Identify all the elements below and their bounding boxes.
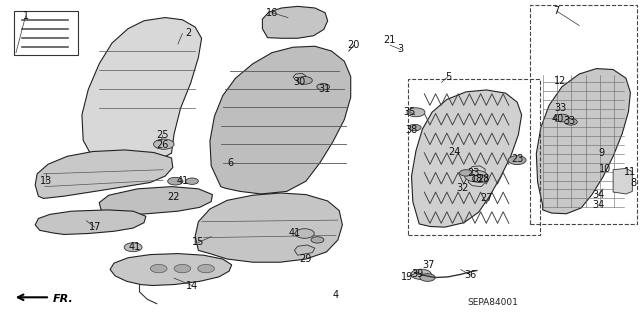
Text: 41: 41	[177, 176, 189, 186]
Circle shape	[311, 237, 324, 243]
Polygon shape	[35, 150, 173, 198]
Bar	[530, 5, 637, 224]
Polygon shape	[412, 90, 522, 227]
Polygon shape	[35, 210, 146, 234]
Circle shape	[295, 229, 314, 238]
Text: 9: 9	[598, 148, 605, 158]
Circle shape	[186, 178, 198, 184]
Text: 33: 33	[554, 103, 566, 114]
Circle shape	[124, 243, 142, 252]
Circle shape	[407, 108, 425, 117]
Circle shape	[508, 156, 526, 165]
Circle shape	[411, 269, 431, 279]
Polygon shape	[262, 6, 328, 38]
Text: 29: 29	[300, 254, 312, 264]
Text: 13: 13	[40, 176, 52, 186]
Text: 25: 25	[156, 130, 169, 140]
Circle shape	[154, 139, 174, 149]
Text: 4: 4	[333, 290, 339, 300]
Polygon shape	[99, 187, 212, 215]
Text: 16: 16	[266, 8, 278, 18]
Circle shape	[472, 175, 488, 182]
Text: 20: 20	[348, 40, 360, 50]
Circle shape	[564, 119, 577, 125]
Text: 15: 15	[192, 237, 205, 248]
Polygon shape	[82, 18, 202, 163]
Circle shape	[198, 264, 214, 273]
Text: 3: 3	[397, 44, 404, 55]
Text: 18: 18	[470, 174, 483, 184]
Text: 33: 33	[563, 116, 576, 126]
Text: 35: 35	[403, 107, 416, 117]
Text: 30: 30	[293, 77, 306, 87]
Polygon shape	[613, 168, 632, 194]
Polygon shape	[195, 193, 342, 262]
Text: 5: 5	[445, 71, 451, 82]
Text: 19: 19	[401, 272, 413, 282]
Text: 39: 39	[412, 269, 424, 279]
Text: 11: 11	[624, 167, 637, 177]
Circle shape	[174, 264, 191, 273]
Circle shape	[460, 170, 472, 176]
Text: 26: 26	[156, 139, 169, 150]
Circle shape	[465, 170, 488, 182]
Text: 14: 14	[186, 280, 198, 291]
Bar	[408, 79, 540, 235]
Text: 21: 21	[383, 35, 396, 45]
Circle shape	[554, 114, 570, 122]
Polygon shape	[536, 69, 630, 214]
Text: 40: 40	[552, 114, 564, 124]
Text: 23: 23	[511, 154, 524, 164]
Circle shape	[168, 177, 183, 185]
Circle shape	[297, 77, 312, 84]
Text: 34: 34	[592, 200, 605, 210]
Text: 27: 27	[480, 193, 493, 203]
Text: 37: 37	[422, 260, 435, 271]
Polygon shape	[293, 73, 306, 80]
Polygon shape	[294, 245, 315, 255]
Text: 41: 41	[289, 228, 301, 238]
Text: 8: 8	[630, 178, 637, 189]
Circle shape	[420, 274, 435, 281]
Text: 22: 22	[167, 192, 180, 202]
Circle shape	[408, 124, 421, 131]
Text: 12: 12	[554, 76, 566, 86]
Text: 28: 28	[477, 174, 490, 184]
Circle shape	[317, 84, 330, 90]
Circle shape	[150, 264, 167, 273]
Text: 31: 31	[318, 84, 331, 94]
Bar	[14, 11, 78, 55]
Text: 32: 32	[456, 182, 468, 193]
Polygon shape	[210, 46, 351, 194]
Text: 34: 34	[592, 189, 605, 200]
Text: 2: 2	[186, 28, 192, 39]
Text: 6: 6	[227, 158, 234, 168]
Text: 7: 7	[554, 6, 560, 16]
Text: 10: 10	[599, 164, 612, 174]
Text: 41: 41	[128, 242, 141, 252]
Polygon shape	[110, 254, 232, 286]
Text: FR.: FR.	[53, 294, 74, 304]
Polygon shape	[468, 166, 485, 187]
Text: 36: 36	[464, 270, 477, 280]
Text: 24: 24	[448, 147, 461, 157]
Text: 23: 23	[467, 168, 479, 178]
Text: SEPA84001: SEPA84001	[467, 298, 518, 307]
Text: 1: 1	[22, 11, 29, 21]
Text: 17: 17	[88, 222, 101, 232]
Text: 38: 38	[405, 124, 418, 135]
